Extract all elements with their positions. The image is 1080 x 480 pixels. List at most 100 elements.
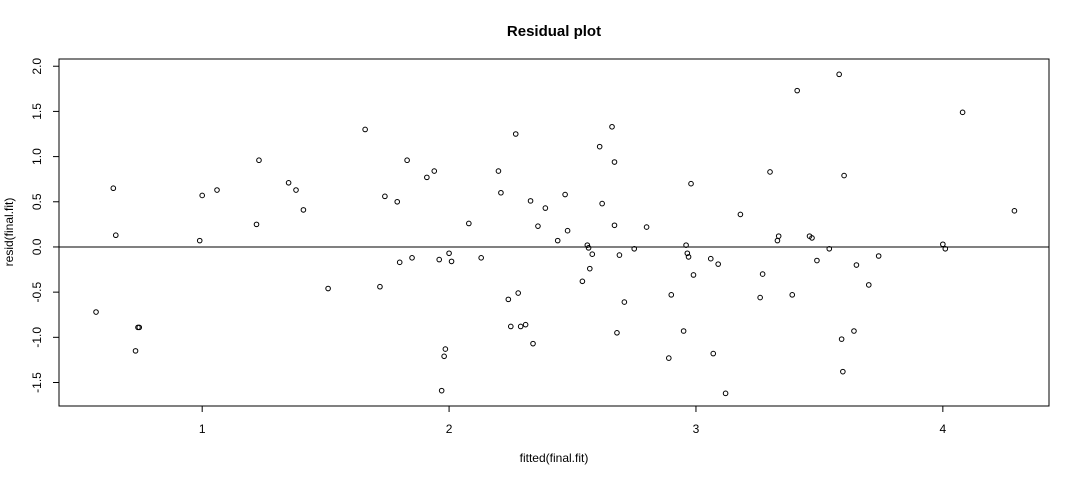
data-point xyxy=(609,123,615,130)
data-point xyxy=(774,237,781,244)
data-point xyxy=(285,179,292,186)
data-point xyxy=(789,292,796,298)
data-point xyxy=(1011,208,1018,214)
data-point xyxy=(683,242,689,248)
data-point xyxy=(584,242,591,248)
data-point xyxy=(293,187,299,193)
y-axis: -1.5 -1.0 -0.5 0.0 0.5 1.0 1.5 2.0 xyxy=(30,58,59,393)
data-point xyxy=(722,390,729,397)
data-point xyxy=(396,259,403,266)
data-point xyxy=(527,198,534,204)
y-tick-label: -1.0 xyxy=(30,327,44,348)
data-point xyxy=(442,346,449,352)
data-point xyxy=(214,187,220,193)
data-point xyxy=(611,222,618,229)
data-point xyxy=(448,258,455,265)
data-point xyxy=(685,254,692,260)
data-point xyxy=(616,252,623,258)
plot-frame xyxy=(58,58,1050,407)
data-point xyxy=(707,255,714,262)
data-point xyxy=(362,126,368,133)
data-point xyxy=(554,237,561,244)
data-point xyxy=(959,109,966,116)
data-point xyxy=(542,205,549,211)
x-tick-label: 3 xyxy=(693,422,700,436)
data-point xyxy=(136,324,143,331)
data-point xyxy=(596,143,603,150)
data-point xyxy=(668,292,675,298)
data-point xyxy=(865,282,872,288)
data-point xyxy=(498,189,504,196)
data-point xyxy=(690,272,697,278)
data-point xyxy=(759,271,766,277)
y-tick-label: -0.5 xyxy=(30,281,44,302)
data-point xyxy=(586,265,593,272)
data-point xyxy=(614,330,620,336)
x-axis: 1 2 3 4 xyxy=(199,406,946,436)
x-axis-label: fitted(final.fit) xyxy=(520,451,589,465)
data-point xyxy=(300,207,307,213)
data-point xyxy=(466,220,472,227)
data-point xyxy=(436,256,442,263)
data-point xyxy=(438,387,445,394)
y-tick-label: 1.0 xyxy=(30,148,44,165)
data-point xyxy=(507,323,514,330)
data-point xyxy=(431,168,438,174)
data-point xyxy=(377,283,383,290)
data-point xyxy=(666,355,672,361)
y-tick-label: -1.5 xyxy=(30,372,44,393)
data-point xyxy=(838,336,845,342)
data-point xyxy=(841,172,847,179)
data-point xyxy=(853,262,860,268)
data-point xyxy=(840,368,846,375)
data-point xyxy=(110,185,117,192)
x-tick-label: 1 xyxy=(199,422,206,436)
data-point xyxy=(535,223,541,229)
data-point xyxy=(199,192,205,199)
data-point xyxy=(767,169,773,175)
x-tick-label: 2 xyxy=(446,422,453,436)
data-point xyxy=(775,233,782,239)
data-point xyxy=(404,157,410,164)
data-point xyxy=(495,168,502,174)
data-point xyxy=(809,235,815,241)
chart-title: Residual plot xyxy=(507,23,601,40)
data-point xyxy=(562,191,568,198)
data-point xyxy=(684,250,691,257)
data-point xyxy=(515,290,522,296)
y-tick-label: 2.0 xyxy=(30,58,44,75)
data-point xyxy=(382,193,388,200)
data-point xyxy=(631,245,638,252)
data-point xyxy=(621,299,628,305)
data-point xyxy=(643,224,650,230)
data-point xyxy=(517,323,524,330)
data-point xyxy=(446,250,452,257)
data-point xyxy=(325,285,331,292)
y-tick-label: 0.5 xyxy=(30,193,44,210)
data-point xyxy=(589,251,596,257)
data-point xyxy=(441,353,447,360)
data-point xyxy=(394,198,401,205)
y-axis-label: resid(final.fit) xyxy=(2,198,16,267)
x-tick-label: 4 xyxy=(939,422,946,436)
data-point xyxy=(564,227,571,234)
data-point xyxy=(132,348,139,354)
data-point xyxy=(196,237,203,244)
data-point xyxy=(942,245,949,252)
data-point xyxy=(710,350,717,357)
data-point xyxy=(794,87,800,94)
data-point xyxy=(814,257,820,264)
data-point xyxy=(505,296,512,303)
data-point xyxy=(93,309,99,315)
data-point xyxy=(409,255,415,261)
data-point xyxy=(112,232,119,239)
data-point xyxy=(875,253,882,259)
y-tick-label: 1.5 xyxy=(30,103,44,120)
data-point xyxy=(256,157,262,164)
data-point xyxy=(715,261,721,267)
data-point xyxy=(599,200,605,207)
data-point xyxy=(851,328,857,334)
points-layer xyxy=(93,71,1018,397)
data-point xyxy=(688,180,694,187)
